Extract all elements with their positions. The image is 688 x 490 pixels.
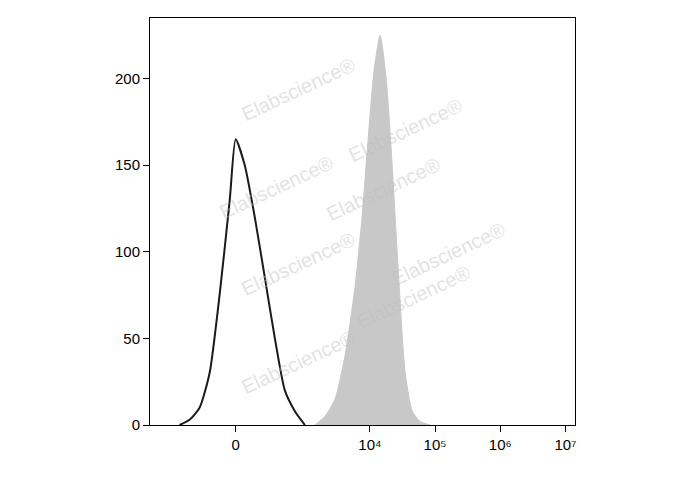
svg-text:0: 0 [132, 416, 140, 433]
svg-text:Elabscience®: Elabscience® [216, 151, 337, 223]
svg-text:Elabscience®: Elabscience® [238, 53, 359, 125]
svg-text:Elabscience®: Elabscience® [238, 228, 359, 300]
svg-text:0: 0 [232, 436, 240, 453]
svg-text:10⁶: 10⁶ [489, 436, 512, 453]
svg-text:50: 50 [123, 330, 140, 347]
svg-text:10⁴: 10⁴ [358, 436, 381, 453]
svg-text:Elabscience®: Elabscience® [353, 261, 474, 333]
svg-text:10⁵: 10⁵ [424, 436, 447, 453]
svg-text:150: 150 [115, 156, 140, 173]
svg-text:Elabscience®: Elabscience® [345, 94, 466, 166]
svg-text:Elabscience®: Elabscience® [388, 218, 509, 290]
svg-text:10⁷: 10⁷ [554, 436, 576, 453]
svg-text:Elabscience®: Elabscience® [323, 153, 444, 225]
svg-text:100: 100 [115, 243, 140, 260]
svg-text:200: 200 [115, 70, 140, 87]
svg-text:Elabscience®: Elabscience® [238, 326, 359, 398]
